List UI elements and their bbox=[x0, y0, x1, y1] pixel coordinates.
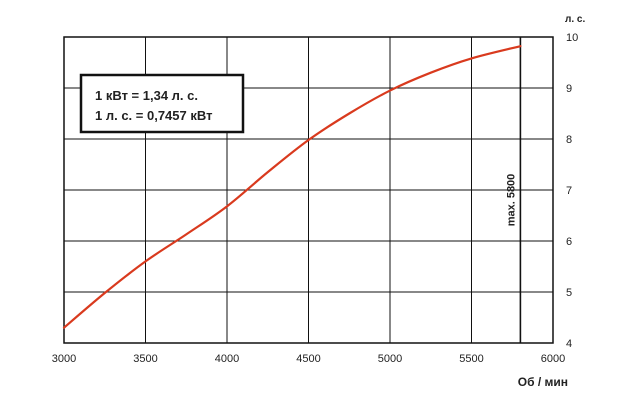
x-axis-ticks: 3000 3500 4000 4500 5000 5500 6000 bbox=[52, 353, 565, 365]
power-curve-line bbox=[62, 45, 522, 329]
y-tick-label: 10 bbox=[566, 32, 578, 44]
y-tick-label: 9 bbox=[566, 83, 572, 95]
x-axis-label: Об / мин bbox=[518, 375, 568, 389]
conversion-hp-to-kw: 1 л. с. = 0,7457 кВт bbox=[95, 108, 212, 123]
y-axis-unit: л. с. bbox=[565, 14, 585, 25]
x-tick-label: 4000 bbox=[215, 353, 239, 365]
x-tick-label: 3500 bbox=[133, 353, 157, 365]
max-rpm-label: max. 5800 bbox=[505, 174, 517, 227]
y-tick-label: 7 bbox=[566, 185, 572, 197]
y-tick-label: 5 bbox=[566, 287, 572, 299]
x-tick-label: 5500 bbox=[459, 353, 483, 365]
x-tick-label: 5000 bbox=[378, 353, 402, 365]
x-tick-label: 4500 bbox=[296, 353, 320, 365]
plot-frame bbox=[63, 36, 554, 344]
conversion-kw-to-hp: 1 кВт = 1,34 л. с. bbox=[95, 88, 198, 103]
x-tick-label: 3000 bbox=[52, 353, 76, 365]
y-tick-label: 6 bbox=[566, 236, 572, 248]
y-tick-label: 4 bbox=[566, 338, 572, 350]
conversion-box: 1 кВт = 1,34 л. с. 1 л. с. = 0,7457 кВт bbox=[79, 73, 245, 134]
y-axis-ticks: 4 5 6 7 8 9 10 bbox=[566, 32, 578, 350]
x-tick-label: 6000 bbox=[541, 353, 565, 365]
y-tick-label: 8 bbox=[566, 134, 572, 146]
series-layer bbox=[62, 45, 522, 329]
